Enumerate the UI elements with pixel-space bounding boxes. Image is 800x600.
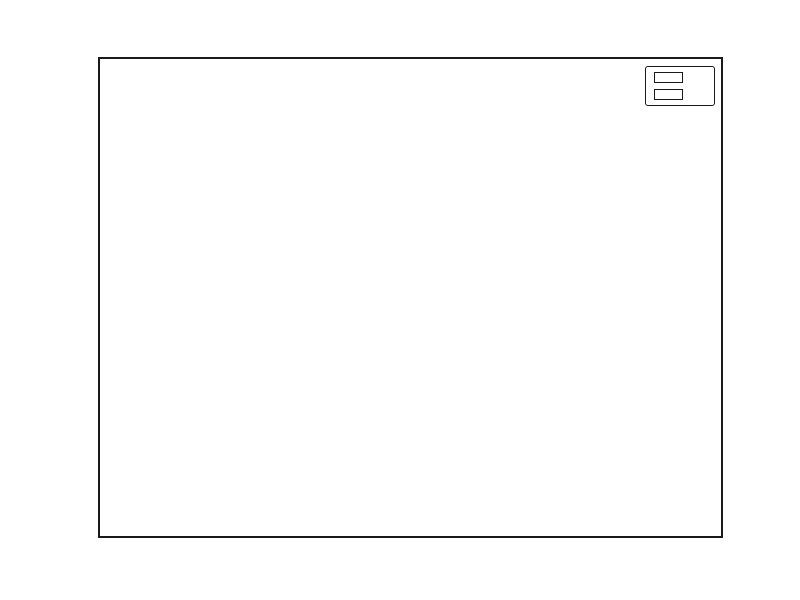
legend-item-fp (654, 89, 714, 100)
plot-area (98, 57, 723, 538)
legend (645, 66, 715, 106)
axes-spines (98, 57, 723, 538)
fp-color-swatch (654, 89, 683, 100)
legend-item-tp (654, 72, 714, 83)
tp-color-swatch (654, 72, 683, 83)
